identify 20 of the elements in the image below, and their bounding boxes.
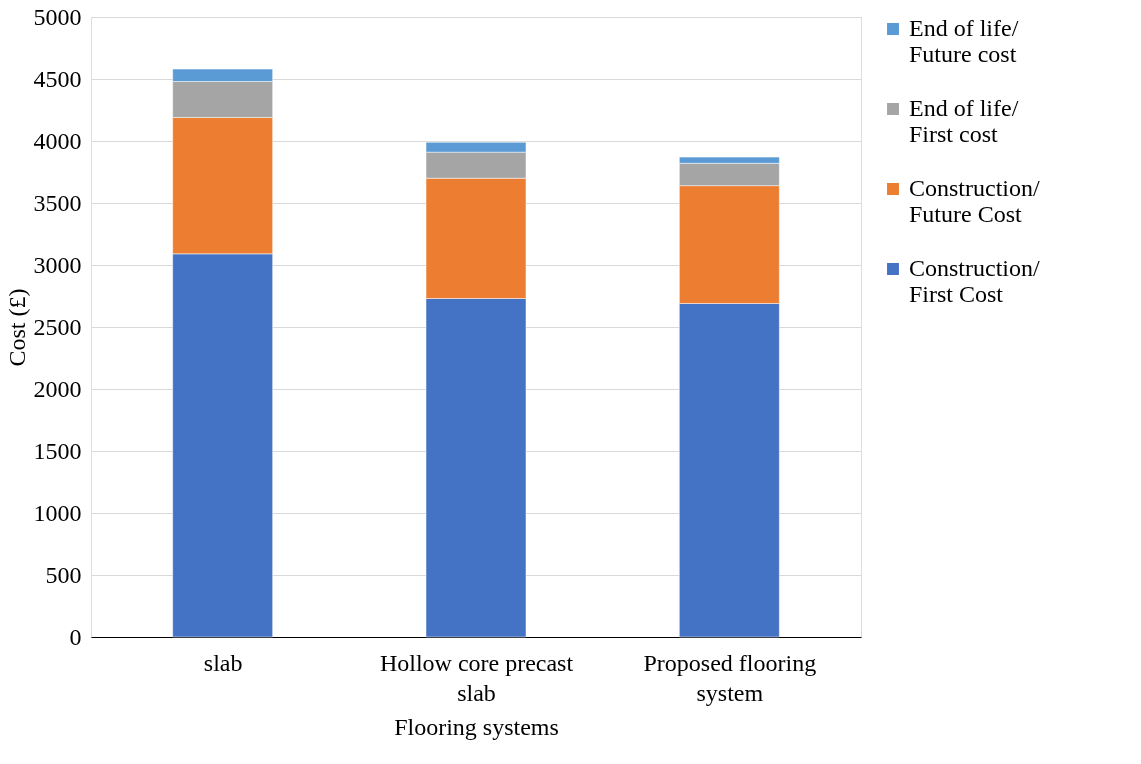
x-tick-label: Hollow core precast slab xyxy=(379,649,574,706)
x-tick-label: slab xyxy=(203,649,243,676)
y-tick-label: 1500 xyxy=(33,437,82,464)
y-tick-label: 1000 xyxy=(33,499,82,526)
y-tick-label: 3000 xyxy=(33,251,82,278)
legend-label: End of life/ Future cost xyxy=(909,15,1019,67)
y-tick-label: 0 xyxy=(69,623,82,650)
y-tick-label: 4000 xyxy=(33,127,82,154)
y-tick-label: 4500 xyxy=(33,65,82,92)
x-axis-title: Flooring systems xyxy=(394,713,559,740)
y-tick-label: 2000 xyxy=(33,375,82,402)
legend-label: Construction/ Future Cost xyxy=(909,175,1040,227)
y-tick-label: 3500 xyxy=(33,189,82,216)
legend-label: End of life/ First cost xyxy=(909,95,1019,147)
y-tick-label: 500 xyxy=(45,561,82,588)
legend-label: Construction/ First Cost xyxy=(909,255,1040,307)
y-axis-title: Cost (£) xyxy=(3,288,30,367)
y-tick-label: 5000 xyxy=(33,3,82,30)
x-tick-label: Proposed flooring system xyxy=(643,649,817,706)
y-tick-label: 2500 xyxy=(33,313,82,340)
